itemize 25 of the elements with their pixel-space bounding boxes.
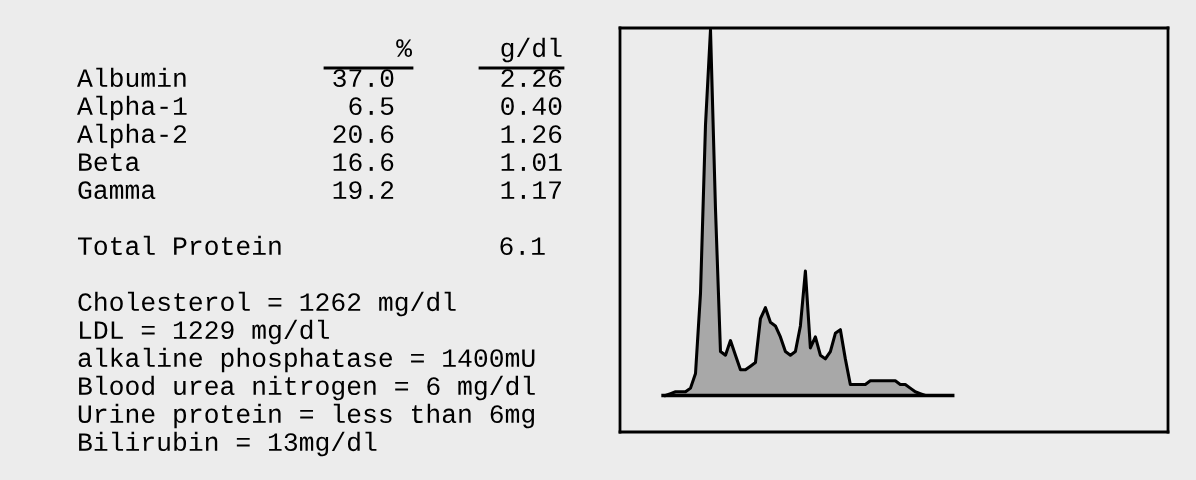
text: Alpha-2 — [77, 123, 186, 149]
text: g/dl — [501, 37, 562, 63]
text: 2.26 — [501, 69, 562, 88]
text: Cholesterol = 1262 mg/dl — [78, 291, 456, 317]
text: Bilirubin = 13mg/dl — [79, 431, 377, 457]
text: Albumin — [77, 67, 186, 88]
text: 6.1 — [500, 237, 545, 256]
text: Total Protein — [77, 235, 281, 256]
text: 19.2 — [333, 181, 394, 200]
text: 37.0 — [333, 69, 394, 88]
text: 1.01 — [501, 153, 562, 172]
text: 20.6 — [333, 125, 394, 144]
text: alkaline phosphatase = 1400mU — [78, 347, 535, 373]
text: 1.17 — [501, 181, 561, 199]
text: Beta — [79, 153, 140, 172]
text: 6.5 — [349, 97, 394, 116]
text: Gamma — [78, 181, 156, 200]
text: Urine protein = less than 6mg — [78, 403, 534, 429]
text: 1.26 — [501, 125, 562, 144]
text: 0.40 — [501, 97, 562, 116]
text: Alpha-1 — [77, 95, 187, 121]
text: % — [396, 39, 413, 57]
text: LDL = 1229 mg/dl — [80, 319, 329, 345]
text: Blood urea nitrogen = 6 mg/dl — [79, 375, 535, 401]
text: 16.6 — [333, 153, 394, 172]
